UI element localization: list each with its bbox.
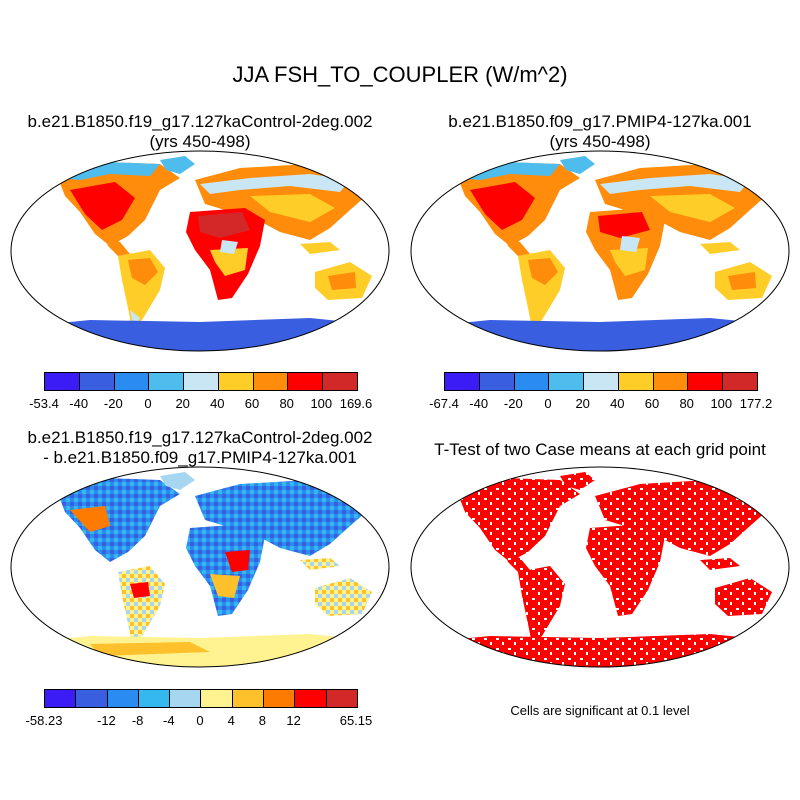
colorbar-label: -58.23 [25,713,63,728]
color-swatch [79,373,115,390]
color-swatch [170,690,202,707]
colorbar-label: 80 [679,396,694,411]
colorbar-label: 100 [310,396,333,411]
colorbar-label: 12 [286,713,301,728]
map-control-case [10,150,390,352]
color-swatch [201,690,233,707]
colorbar-label: 0 [196,713,204,728]
panel-title-bottom-left: b.e21.B1850.f19_g17.127kaControl-2deg.00… [0,428,400,468]
color-swatch [114,373,150,390]
color-swatch [618,373,654,390]
color-swatch [549,373,585,390]
colorbar-labels-control-case: -53.4 -40 -20 0 20 40 60 80 100 169.6 [29,396,372,412]
colorbar-pmip4-case [444,372,758,391]
map-difference [10,466,390,668]
color-swatch [326,690,357,707]
color-swatch [264,690,296,707]
colorbar-labels-pmip4-case: -67.4 -40 -20 0 20 40 60 80 100 177.2 [429,396,772,412]
color-swatch [232,690,265,707]
colorbar-label: 177.2 [739,396,773,411]
panel-title-top-right: b.e21.B1850.f09_g17.PMIP4-127ka.001 (yrs… [400,112,800,152]
panel-title-line1: b.e21.B1850.f19_g17.127kaControl-2deg.00… [27,428,373,447]
panel-title-line2: (yrs 450-498) [549,132,651,151]
color-swatch [45,373,80,390]
figure-title: JJA FSH_TO_COUPLER (W/m^2) [232,62,568,87]
color-swatch [288,373,324,390]
color-swatch [653,373,689,390]
colorbar-label: -4 [163,713,175,728]
color-swatch [514,373,550,390]
colorbar-label: -53.4 [29,396,59,411]
colorbar-label: -67.4 [429,396,459,411]
map-pmip4-case [410,150,790,352]
color-swatch [688,373,724,390]
panel-title-top-left: b.e21.B1850.f19_g17.127kaControl-2deg.00… [0,112,400,152]
color-swatch [149,373,185,390]
panel-title-line1: b.e21.B1850.f09_g17.PMIP4-127ka.001 [448,112,752,131]
color-swatch [323,373,358,390]
color-swatch [253,373,289,390]
colorbar-control-case [44,372,358,391]
color-swatch [138,690,171,707]
colorbar-label: 100 [710,396,733,411]
colorbar-label: -20 [103,396,123,411]
colorbar-label: 40 [610,396,625,411]
color-swatch [445,373,480,390]
color-swatch [184,373,219,390]
color-swatch [107,690,139,707]
panel-title-bottom-right: T-Test of two Case means at each grid po… [400,440,800,460]
colorbar-label: 20 [175,396,190,411]
colorbar-label: 4 [227,713,235,728]
color-swatch [479,373,515,390]
color-swatch [723,373,758,390]
colorbar-label: -12 [96,713,116,728]
colorbar-label: 60 [244,396,260,411]
color-swatch [76,690,108,707]
colorbar-label: 8 [258,713,267,728]
panel-title-line2: (yrs 450-498) [149,132,251,151]
colorbar-labels-difference: -58.23 -12 -8 -4 0 4 8 12 65.15 [26,713,373,729]
colorbar-label: 20 [575,396,590,411]
color-swatch [45,690,77,707]
panel-title-line2: - b.e21.B1850.f09_g17.PMIP4-127ka.001 [43,448,357,467]
colorbar-label: 60 [644,396,660,411]
colorbar-label: -8 [131,713,144,728]
colorbar-label: 0 [544,396,552,411]
colorbar-label: 65.15 [339,713,373,728]
colorbar-label: -40 [69,396,89,411]
panel-title-line1: T-Test of two Case means at each grid po… [434,440,766,459]
colorbar-label: 0 [144,396,152,411]
color-swatch [584,373,619,390]
colorbar-label: -20 [503,396,523,411]
colorbar-label: 40 [210,396,225,411]
colorbar-label: 80 [279,396,294,411]
panel-title-line1: b.e21.B1850.f19_g17.127kaControl-2deg.00… [27,112,373,131]
colorbar-label: 169.6 [339,396,373,411]
significance-note: Cells are significant at 0.1 level [510,703,690,718]
color-swatch [218,373,254,390]
colorbar-difference [44,689,358,708]
map-significance [410,466,790,668]
color-swatch [295,690,327,707]
colorbar-label: -40 [469,396,489,411]
